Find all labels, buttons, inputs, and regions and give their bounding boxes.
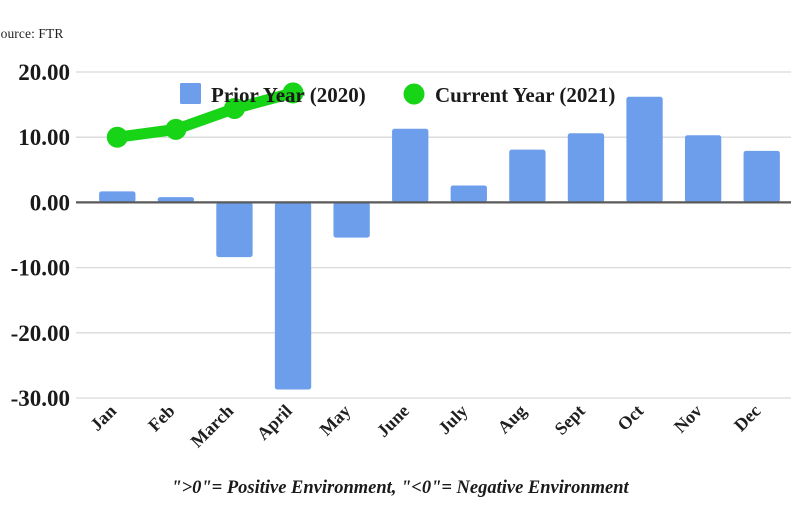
bar: [567, 133, 605, 203]
legend-marker-circle-icon: [403, 83, 425, 105]
legend-item-label: Prior Year (2020): [211, 83, 366, 107]
y-axis-tick-labels: 20.00 10.00 0.00 -10.00 -20.00 -30.00: [11, 60, 70, 411]
x-axis-tick-label: Oct: [613, 401, 647, 435]
x-axis-tick-label: July: [434, 401, 471, 438]
x-axis-tick-label: Nov: [670, 401, 706, 437]
y-axis-tick-label: 0.00: [30, 190, 70, 215]
bar: [274, 202, 312, 390]
bar: [450, 185, 487, 203]
bar: [684, 135, 722, 203]
bars-group: [99, 96, 780, 390]
y-axis-tick-label: 10.00: [18, 125, 70, 150]
x-axis-tick-label: Feb: [144, 401, 179, 436]
x-axis-tick-label: March: [187, 401, 238, 452]
data-point-marker: [165, 118, 187, 140]
y-axis-tick-label: -10.00: [11, 256, 70, 281]
bar: [99, 191, 136, 203]
bar: [333, 202, 370, 238]
y-axis-tick-label: -30.00: [11, 386, 70, 411]
bar: [626, 96, 663, 203]
x-axis-tick-label: Dec: [730, 401, 765, 436]
x-axis-tick-label: Sept: [551, 401, 589, 439]
footnote-caption: ">0"= Positive Environment, "<0"= Negati…: [171, 478, 629, 498]
legend-marker-square-icon: [180, 83, 201, 104]
bar: [216, 202, 253, 258]
x-axis-tick-label: June: [373, 401, 413, 441]
trend-line: [111, 87, 299, 143]
data-point-marker: [282, 82, 304, 104]
x-axis-tick-label: April: [253, 401, 296, 444]
x-axis-tick-label: Jan: [86, 401, 120, 435]
data-point-marker: [106, 126, 128, 148]
source-note: Source: FTR: [0, 26, 64, 41]
x-axis-tick-label: Aug: [493, 401, 530, 438]
line-series-group: [106, 82, 304, 148]
gridlines-group: [76, 71, 791, 399]
chart-legend: Prior Year (2020) Current Year (2021): [180, 83, 615, 107]
bar: [509, 149, 546, 203]
x-axis-tick-labels: Jan Feb March April May June July Aug Sept Oct Nov…: [86, 401, 764, 452]
data-point-marker: [223, 98, 245, 120]
bar: [743, 150, 780, 203]
bar: [392, 128, 429, 203]
legend-item-label: Current Year (2021): [435, 83, 615, 107]
x-axis-tick-label: May: [316, 401, 355, 440]
bar: [157, 197, 195, 203]
y-axis-tick-label: -20.00: [11, 321, 70, 346]
y-axis-tick-label: 20.00: [18, 60, 70, 85]
